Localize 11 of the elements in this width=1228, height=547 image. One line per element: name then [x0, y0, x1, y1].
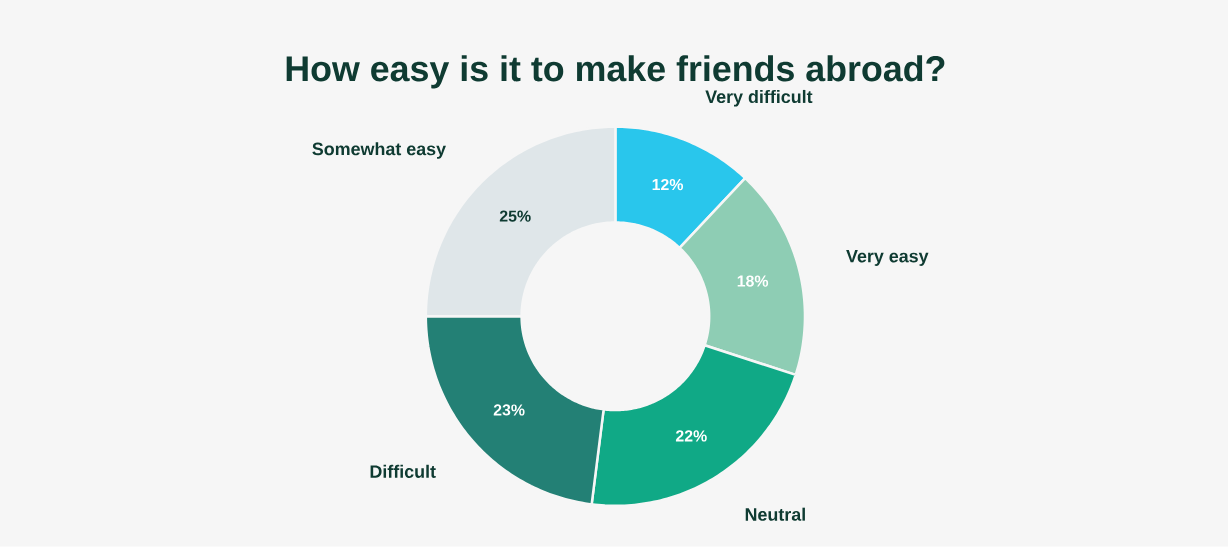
- data-label: 22%: [675, 430, 707, 442]
- data-label: 18%: [737, 275, 769, 287]
- slice-label: Somewhat easy: [312, 142, 446, 159]
- data-label: 23%: [493, 404, 525, 416]
- chart-title: How easy is it to make friends abroad?: [286, 55, 945, 89]
- slice-label: Very difficult: [705, 90, 813, 107]
- data-label: 25%: [499, 210, 531, 222]
- slice-label: Difficult: [370, 464, 436, 479]
- slice-label: Neutral: [745, 507, 805, 521]
- slice-label: Very easy: [846, 250, 929, 267]
- data-label: 12%: [652, 179, 684, 191]
